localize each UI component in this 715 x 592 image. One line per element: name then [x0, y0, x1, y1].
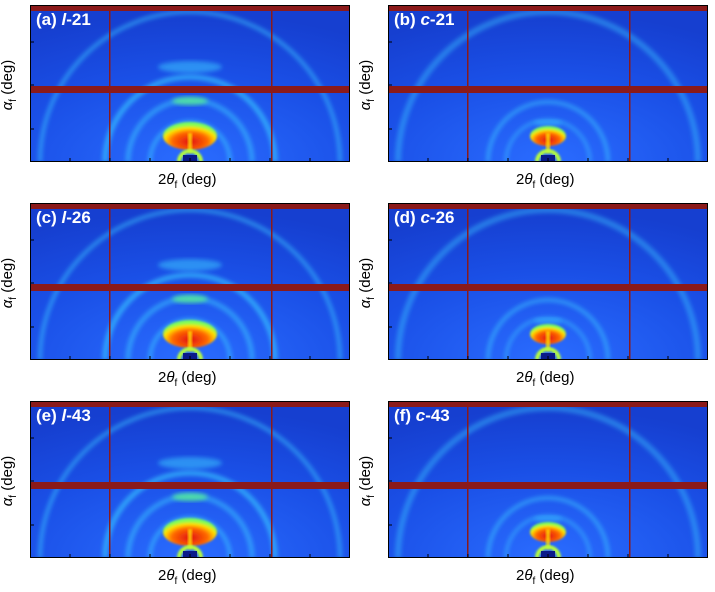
x-axis-label: 2θf (deg) — [158, 567, 217, 587]
detector-gap-horizontal — [30, 482, 350, 489]
detector-gap-vertical — [109, 5, 111, 162]
detector-gap-horizontal — [30, 86, 350, 93]
detector-gap-vertical — [271, 401, 273, 558]
panel-c-image: (c) l-26 — [30, 203, 350, 360]
detector-gap-horizontal — [388, 482, 708, 489]
detector-gap-vertical — [109, 203, 111, 360]
direct-beam-ring — [535, 545, 561, 558]
x-axis-label: 2θf (deg) — [516, 567, 575, 587]
scattering-ring — [486, 298, 610, 360]
y-axis-label: αf (deg) — [0, 455, 19, 507]
panel-title: (e) l-43 — [36, 406, 91, 425]
detector-gap-vertical — [271, 203, 273, 360]
panel-b-image: (b) c-21 — [388, 5, 708, 162]
y-axis-label: αf (deg) — [0, 59, 19, 111]
detector-gap-top — [388, 203, 708, 209]
x-axis-label: 2θf (deg) — [158, 171, 217, 191]
panel-title: (a) l-21 — [36, 10, 91, 29]
detector-gap-horizontal — [388, 86, 708, 93]
detector-gap-vertical — [467, 203, 469, 360]
y-axis-label: αf (deg) — [0, 257, 19, 309]
y-axis-label: αf (deg) — [357, 59, 377, 111]
detector-gap-top — [388, 401, 708, 407]
direct-beam-ring — [177, 545, 203, 558]
panel-title: (d) c-26 — [394, 208, 454, 227]
detector-gap-top — [30, 401, 350, 407]
scattering-ring — [486, 496, 610, 558]
detector-gap-vertical — [629, 401, 631, 558]
detector-gap-vertical — [467, 401, 469, 558]
scattering-ring — [102, 74, 278, 162]
detector-gap-vertical — [629, 5, 631, 162]
detector-gap-top — [30, 203, 350, 209]
direct-beam-ring — [535, 149, 561, 162]
x-axis-label: 2θf (deg) — [516, 369, 575, 389]
detector-gap-horizontal — [30, 284, 350, 291]
detector-gap-vertical — [629, 203, 631, 360]
scattering-ring — [102, 470, 278, 558]
scattering-ring — [486, 100, 610, 162]
x-axis-label: 2θf (deg) — [158, 369, 217, 389]
direct-beam-ring — [535, 347, 561, 360]
scattering-ring — [102, 272, 278, 360]
panel-title: (c) l-26 — [36, 208, 91, 227]
direct-beam-ring — [177, 347, 203, 360]
panel-title: (b) c-21 — [394, 10, 454, 29]
detector-gap-top — [388, 5, 708, 11]
panel-f-image: (f) c-43 — [388, 401, 708, 558]
panel-e-image: (e) l-43 — [30, 401, 350, 558]
detector-gap-vertical — [467, 5, 469, 162]
panel-d-image: (d) c-26 — [388, 203, 708, 360]
panel-title: (f) c-43 — [394, 406, 450, 425]
detector-gap-top — [30, 5, 350, 11]
y-axis-label: αf (deg) — [357, 455, 377, 507]
direct-beam-ring — [177, 149, 203, 162]
panel-a-image: (a) l-21 — [30, 5, 350, 162]
detector-gap-horizontal — [388, 284, 708, 291]
detector-gap-vertical — [271, 5, 273, 162]
detector-gap-vertical — [109, 401, 111, 558]
y-axis-label: αf (deg) — [357, 257, 377, 309]
x-axis-label: 2θf (deg) — [516, 171, 575, 191]
